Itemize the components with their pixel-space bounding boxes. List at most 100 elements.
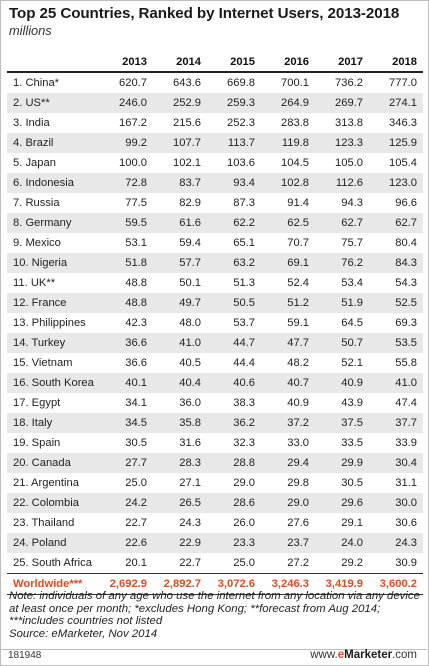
value-cell: 47.4: [395, 397, 417, 409]
value-cell: 777.0: [389, 77, 417, 89]
value-cell: 51.2: [261, 293, 315, 313]
header-row: 2013 2014 2015 2016 2017 2018: [7, 53, 423, 73]
value-cell: 29.0: [233, 477, 255, 489]
value-cell: 76.2: [315, 253, 369, 273]
value-cell: 26.0: [233, 517, 255, 529]
value-cell: 30.5: [125, 437, 147, 449]
row-label: 18. Italy: [7, 413, 99, 433]
value-cell: 59.5: [99, 213, 153, 233]
value-cell: 24.3: [369, 533, 423, 553]
value-cell: 28.6: [207, 493, 261, 513]
value-cell: 59.4: [179, 237, 201, 249]
value-cell: 57.7: [153, 253, 207, 273]
value-cell: 94.3: [341, 197, 363, 209]
table-row: 22. Colombia 24.2 26.5 28.6 29.0 29.6 30.0: [7, 493, 423, 513]
value-cell: 43.9: [341, 397, 363, 409]
row-label: 17. Egypt: [13, 397, 61, 409]
value-cell: 62.5: [261, 213, 315, 233]
value-cell: 252.3: [227, 117, 255, 129]
value-cell: 105.0: [335, 157, 363, 169]
value-cell: 104.5: [281, 157, 309, 169]
table-row: 21. Argentina 25.0 27.1 29.0 29.8 30.5 31.1: [7, 473, 423, 493]
value-cell: 44.4: [233, 357, 255, 369]
column-header: 2016: [261, 53, 315, 73]
value-cell: 112.6: [315, 173, 369, 193]
column-header: 2014: [153, 53, 207, 73]
value-cell: 25.0: [233, 557, 255, 569]
row-label: 22. Colombia: [7, 493, 99, 513]
value-cell: 37.7: [369, 413, 423, 433]
value-cell: 91.4: [287, 197, 309, 209]
table-row: 9. Mexico 53.1 59.4 65.1 70.7 75.7 80.4: [7, 233, 423, 253]
value-cell: 52.5: [369, 293, 423, 313]
value-cell: 34.5: [99, 413, 153, 433]
value-cell: 35.8: [153, 413, 207, 433]
value-cell: 24.2: [99, 493, 153, 513]
value-cell: 26.5: [153, 493, 207, 513]
value-cell: 100.0: [119, 157, 147, 169]
value-cell: 51.9: [315, 293, 369, 313]
value-cell: 269.7: [315, 93, 369, 113]
value-cell: 25.0: [125, 477, 147, 489]
value-cell: 34.1: [125, 397, 147, 409]
table-row: 23. Thailand 22.7 24.3 26.0 27.6 29.1 30.6: [7, 513, 423, 533]
value-cell: 27.7: [99, 453, 153, 473]
value-cell: 31.1: [395, 477, 417, 489]
chart-title: Top 25 Countries, Ranked by Internet Use…: [9, 5, 400, 22]
value-cell: 40.1: [99, 373, 153, 393]
logo-prefix: www.: [310, 649, 338, 661]
value-cell: 38.3: [233, 397, 255, 409]
value-cell: 40.9: [287, 397, 309, 409]
value-cell: 22.9: [153, 533, 207, 553]
chart-code: 181948: [8, 650, 42, 661]
value-cell: 36.6: [99, 333, 153, 353]
value-cell: 22.6: [99, 533, 153, 553]
value-cell: 52.4: [287, 277, 309, 289]
value-cell: 63.2: [207, 253, 261, 273]
value-cell: 51.8: [99, 253, 153, 273]
table-row: 11. UK** 48.8 50.1 51.3 52.4 53.4 54.3: [7, 273, 423, 293]
value-cell: 83.7: [153, 173, 207, 193]
table-row: 14. Turkey 36.6 41.0 44.7 47.7 50.7 53.5: [7, 333, 423, 353]
row-label: 21. Argentina: [13, 477, 79, 489]
value-cell: 119.8: [261, 133, 315, 153]
value-cell: 62.7: [369, 213, 423, 233]
row-label: 6. Indonesia: [7, 173, 99, 193]
row-label: 14. Turkey: [7, 333, 99, 353]
row-label: 3. India: [13, 117, 50, 129]
value-cell: 51.3: [233, 277, 255, 289]
brand-logo: www.eMarketer.com: [310, 649, 417, 661]
value-cell: 48.0: [179, 317, 201, 329]
table-row: 25. South Africa 20.1 22.7 25.0 27.2 29.2 30.9: [7, 553, 423, 574]
value-cell: 31.6: [179, 437, 201, 449]
value-cell: 69.3: [395, 317, 417, 329]
value-cell: 27.2: [287, 557, 309, 569]
value-cell: 82.9: [179, 197, 201, 209]
value-cell: 30.9: [395, 557, 417, 569]
column-header: 2018: [369, 53, 423, 73]
value-cell: 22.7: [179, 557, 201, 569]
logo-e: e: [337, 649, 345, 661]
value-cell: 620.7: [119, 77, 147, 89]
value-cell: 96.6: [395, 197, 417, 209]
table-row: 12. France 48.8 49.7 50.5 51.2 51.9 52.5: [7, 293, 423, 313]
row-label: 16. South Korea: [7, 373, 99, 393]
value-cell: 20.1: [125, 557, 147, 569]
value-cell: 59.1: [287, 317, 309, 329]
value-cell: 72.8: [99, 173, 153, 193]
value-cell: 30.6: [395, 517, 417, 529]
row-label: 9. Mexico: [13, 237, 61, 249]
table-row: 19. Spain 30.5 31.6 32.3 33.0 33.5 33.9: [7, 433, 423, 453]
value-cell: 37.5: [315, 413, 369, 433]
value-cell: 22.7: [125, 517, 147, 529]
table-row: 17. Egypt 34.1 36.0 38.3 40.9 43.9 47.4: [7, 393, 423, 413]
row-label: 13. Philippines: [13, 317, 86, 329]
value-cell: 27.6: [287, 517, 309, 529]
logo-name: Marketer: [344, 649, 393, 661]
value-cell: 70.7: [287, 237, 309, 249]
value-cell: 29.1: [341, 517, 363, 529]
row-label: 23. Thailand: [13, 517, 75, 529]
chart-note: Note: individuals of any age who use the…: [9, 590, 423, 640]
row-label: 12. France: [7, 293, 99, 313]
value-cell: 49.7: [153, 293, 207, 313]
